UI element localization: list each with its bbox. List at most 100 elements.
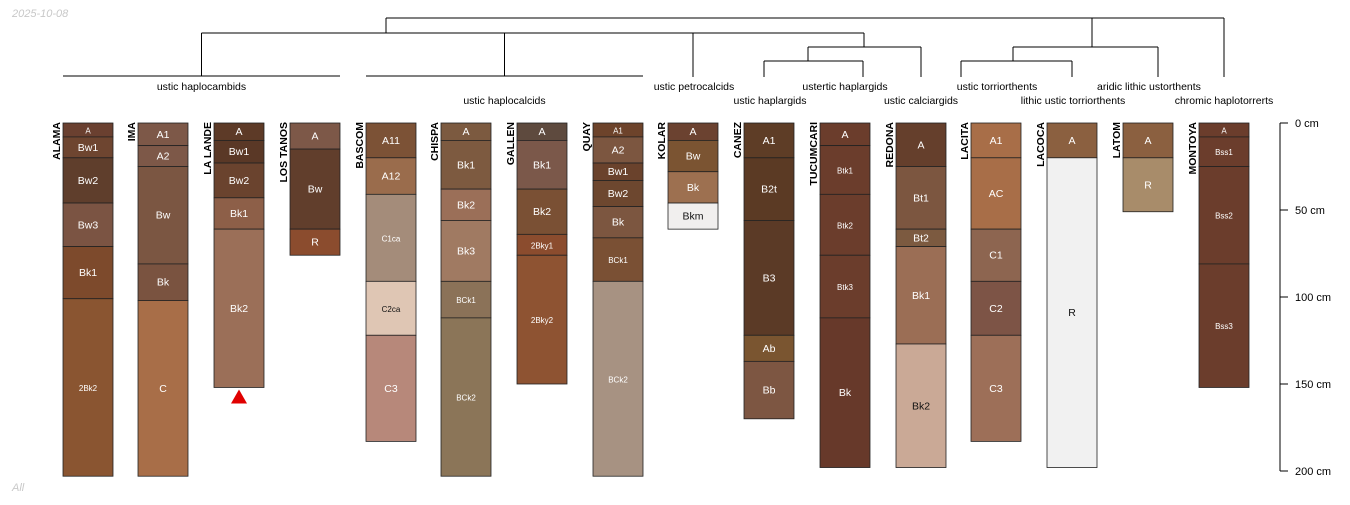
group-label-aridic-lithic-ustorthents: aridic lithic ustorthents: [1097, 81, 1201, 93]
horizon-la-lande-bw2: [213, 162, 265, 199]
horizon-label: BCk1: [456, 296, 476, 305]
horizon-bascom-c1ca: [365, 193, 417, 282]
horizon-label: Bw: [686, 151, 701, 163]
profile-chispa: A Bk1 Bk2 Bk3 BCk1 BCk2 CHISPA: [429, 122, 492, 477]
horizon-montoya-bss3: [1198, 263, 1250, 388]
profile-name-label: MONTOYA: [1187, 122, 1199, 175]
horizon-canez-b3: [743, 220, 795, 336]
horizon-label: A1: [157, 129, 170, 141]
horizon-los-tanos-bw: [289, 148, 341, 230]
horizon-bascom-a12: [365, 157, 417, 195]
horizon-label: Btk2: [837, 221, 854, 230]
horizon-kolar-bkm: [667, 202, 719, 230]
horizon-label: A1: [763, 135, 776, 147]
horizon-label: BCk2: [456, 394, 476, 403]
horizon-label: Bss1: [1215, 148, 1233, 157]
group-labels: ustic haplocambids ustic haplocalcids usti…: [157, 81, 1273, 107]
profile-canez: A1 B2t B3 Ab Bb CANEZ: [732, 121, 795, 420]
horizon-alama-bw3: [62, 202, 114, 247]
horizon-label: Bb: [763, 385, 776, 397]
horizon-label: Bw1: [78, 142, 99, 154]
profile-name-label: QUAY: [581, 122, 593, 151]
profile-latom: A R LATOM: [1111, 122, 1174, 213]
horizon-label: Bw: [308, 184, 323, 196]
depth-tick-label: 150 cm: [1295, 379, 1331, 391]
horizon-chispa-bk2: [440, 188, 492, 221]
horizon-alama-2bk2: [62, 298, 114, 477]
horizon-label: C2: [989, 303, 1003, 315]
horizon-label: A: [917, 139, 924, 151]
horizon-label: Bk1: [533, 159, 551, 171]
horizon-label: A12: [382, 171, 401, 183]
horizon-label: Bw1: [229, 146, 250, 158]
horizon-latom-r: [1122, 157, 1174, 213]
horizon-bascom-a11: [365, 122, 417, 159]
horizon-label: R: [311, 237, 319, 249]
profile-lacita: A1 AC C1 C2 C3 LACITA: [959, 122, 1022, 442]
horizon-label: BCk2: [608, 375, 628, 384]
horizon-label: Bk: [612, 217, 625, 229]
horizon-label: Bss2: [1215, 212, 1233, 221]
horizon-tucumcari-btk2: [819, 193, 871, 256]
horizon-label: Bt1: [913, 192, 929, 204]
horizon-label: A: [689, 126, 696, 138]
horizon-quay-bck2: [592, 280, 644, 477]
profile-lacoca: A R LACOCA: [1035, 122, 1098, 468]
panel-label: All: [12, 482, 25, 494]
depth-tick-label: 100 cm: [1295, 292, 1331, 304]
group-label-ustic-haplocalcids: ustic haplocalcids: [463, 95, 545, 107]
horizon-tucumcari-bk: [819, 317, 871, 468]
profile-alama: A Bw1 Bw2 Bw3 Bk1 2Bk2 ALAMA: [51, 122, 114, 477]
horizon-lacita-c1: [970, 228, 1022, 282]
horizon-label: AC: [989, 188, 1004, 200]
depth-tick-label: 0 cm: [1295, 118, 1319, 130]
profile-montoya: A Bss1 Bss2 Bss3 MONTOYA: [1187, 122, 1250, 388]
horizon-lacita-c2: [970, 280, 1022, 336]
group-label-ustic-haplocambids: ustic haplocambids: [157, 81, 246, 93]
group-label-lithic-ustic-torriorthents: lithic ustic torriorthents: [1021, 95, 1125, 107]
horizon-label: Bk2: [912, 400, 930, 412]
profile-name-label: ALAMA: [51, 122, 63, 160]
profile-tucumcari: A Btk1 Btk2 Btk3 Bk TUCUMCARI: [808, 122, 871, 468]
depth-tick-label: 200 cm: [1295, 466, 1331, 478]
horizon-label: Bw1: [608, 166, 629, 178]
horizon-chispa-bck2: [440, 317, 492, 477]
horizon-label: A1: [990, 135, 1003, 147]
horizon-gallen-bk2: [516, 188, 568, 235]
horizon-label: Btk3: [837, 283, 854, 292]
horizon-label: Bw2: [229, 175, 250, 187]
group-label-chromic-haplotorrerts: chromic haplotorrerts: [1175, 95, 1274, 107]
horizon-redona-bk2: [895, 343, 947, 468]
horizon-kolar-bk: [667, 171, 719, 204]
profile-kolar: A Bw Bk Bkm KOLAR: [656, 122, 719, 230]
profile-name-label: CANEZ: [732, 121, 744, 158]
profile-la-lande: A Bw1 Bw2 Bk1 Bk2 LA LANDE: [202, 122, 265, 404]
horizon-label: Bk3: [457, 245, 475, 257]
horizon-redona-a: [895, 122, 947, 167]
horizon-label: 2Bky2: [531, 316, 554, 325]
horizon-label: Bkm: [683, 211, 704, 223]
profile-redona: A Bt1 Bt2 Bk1 Bk2 REDONA: [884, 122, 947, 468]
profile-name-label: IMA: [126, 122, 138, 142]
horizon-label: A: [538, 126, 545, 138]
horizon-label: Bw2: [78, 175, 99, 187]
profile-quay: A1 A2 Bw1 Bw2 Bk BCk1 BCk2 QUAY: [581, 122, 644, 477]
horizon-label: A1: [613, 126, 623, 135]
horizon-bascom-c2ca: [365, 280, 417, 336]
horizon-label: A2: [612, 144, 625, 156]
horizon-label: B3: [763, 272, 776, 284]
horizon-label: Bw3: [78, 219, 99, 231]
horizon-quay-bw2: [592, 180, 644, 207]
profile-los-tanos: A Bw R LOS TANOS: [278, 122, 341, 256]
horizon-label: Bk: [839, 387, 852, 399]
profile-gallen: A Bk1 Bk2 2Bky1 2Bky2 GALLEN: [505, 122, 568, 385]
group-label-ustic-haplargids: ustic haplargids: [734, 95, 807, 107]
horizon-lacita-c3: [970, 334, 1022, 442]
horizon-label: Bk: [687, 182, 700, 194]
horizon-latom-a: [1122, 122, 1174, 159]
horizon-label: Bk1: [912, 290, 930, 302]
horizon-label: A: [85, 126, 91, 135]
horizon-label: Bk1: [79, 267, 97, 279]
horizon-canez-bb: [743, 360, 795, 420]
